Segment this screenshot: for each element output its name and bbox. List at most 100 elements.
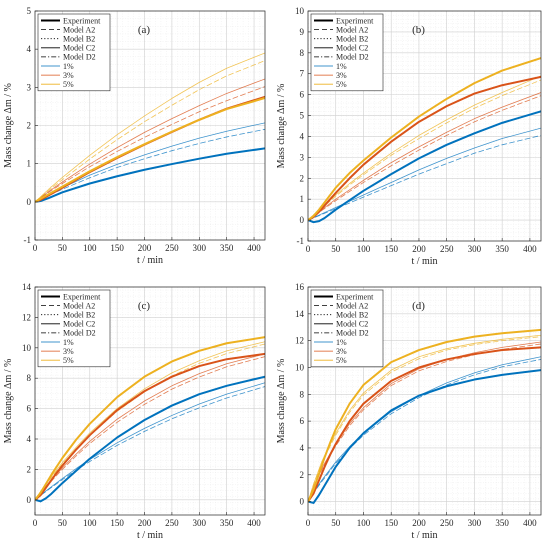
series-line-5pct-experiment <box>308 328 541 503</box>
y-tick-label: 10 <box>295 362 305 372</box>
series-line-1pct-model <box>308 127 541 221</box>
tick-labels: 0 50 100 150 200 250 300 350 400 0 2 4 6 8 10 12 14 16 <box>295 282 537 528</box>
y-tick-label: -1 <box>24 235 32 245</box>
x-axis-label: t / min <box>137 255 163 266</box>
x-tick-label: 300 <box>468 244 482 254</box>
series-layer <box>35 52 265 203</box>
y-axis-label: Mass change Δm / % <box>3 359 14 444</box>
y-tick-label: 12 <box>295 336 304 346</box>
series-line-1pct-experiment <box>35 375 265 503</box>
x-tick-label: 250 <box>165 518 179 528</box>
legend-label: Experiment <box>63 16 101 25</box>
legend-label: 5% <box>336 80 347 89</box>
y-tick-label: 6 <box>27 404 32 414</box>
series-line-5pct-experiment <box>35 336 265 501</box>
legend-box <box>37 13 111 92</box>
panel-label: (a) <box>138 24 151 36</box>
series-line-1pct-experiment <box>308 110 541 224</box>
series-line-1pct-model <box>308 135 541 221</box>
x-tick-label: 300 <box>468 518 482 528</box>
panel-label: (b) <box>412 24 425 36</box>
x-tick-label: 0 <box>306 244 311 254</box>
legend-label: 3% <box>63 71 74 80</box>
legend-label: Model A2 <box>63 301 95 310</box>
panel-d: 0 50 100 150 200 250 300 350 400 0 2 4 6 8 10 12 14 16 t /… <box>276 282 542 541</box>
series-layer <box>308 328 541 504</box>
x-tick-label: 50 <box>331 518 341 528</box>
legend-label: Experiment <box>336 16 374 25</box>
series-line-3pct-model <box>35 86 265 203</box>
y-tick-label: 4 <box>300 131 305 141</box>
x-tick-label: 100 <box>357 518 371 528</box>
legend-label: 5% <box>63 356 74 365</box>
series-line-1pct-model <box>35 382 265 501</box>
x-tick-label: 350 <box>495 244 509 254</box>
x-tick-label: 350 <box>220 243 234 253</box>
y-tick-label: 1 <box>300 194 305 204</box>
legend-label: Model A2 <box>336 25 368 34</box>
series-line-1pct-model <box>308 359 541 502</box>
y-tick-label: 6 <box>300 416 305 426</box>
x-tick-label: 400 <box>247 518 261 528</box>
y-tick-label: 14 <box>295 309 305 319</box>
y-tick-label: 0 <box>27 197 32 207</box>
y-tick-label: 8 <box>27 373 32 383</box>
x-tick-label: 350 <box>495 518 509 528</box>
x-tick-label: 150 <box>384 244 398 254</box>
x-tick-label: 50 <box>58 518 68 528</box>
y-tick-label: 10 <box>295 6 305 16</box>
axes-box <box>307 286 542 516</box>
x-tick-label: 400 <box>523 518 537 528</box>
y-axis-label: Mass change Δm / % <box>276 84 287 169</box>
y-tick-label: 0 <box>300 215 305 225</box>
x-tick-label: 0 <box>306 518 311 528</box>
legend-label: Model B2 <box>336 311 368 320</box>
y-tick-label: 6 <box>300 90 305 100</box>
series-line-5pct-experiment <box>308 57 541 222</box>
y-tick-label: 9 <box>300 27 305 37</box>
y-tick-label: 0 <box>300 497 305 507</box>
x-tick-label: 0 <box>33 518 38 528</box>
series-layer <box>308 57 541 224</box>
y-tick-label: 4 <box>27 434 32 444</box>
y-tick-label: 3 <box>300 152 305 162</box>
y-tick-label: 8 <box>300 389 305 399</box>
x-tick-label: 150 <box>110 243 124 253</box>
x-tick-label: 400 <box>247 243 261 253</box>
legend-label: 3% <box>336 71 347 80</box>
series-line-3pct-experiment <box>35 352 265 501</box>
legend-box <box>310 13 384 92</box>
panel-b: 0 50 100 150 200 250 300 350 400-1012345678910t … <box>276 6 542 267</box>
panel-label: (c) <box>138 300 151 312</box>
legend-label: Model C2 <box>63 44 95 53</box>
y-tick-label: 2 <box>27 464 32 474</box>
legend-label: 5% <box>63 80 74 89</box>
y-tick-label: 14 <box>22 282 32 292</box>
legend-label: Experiment <box>336 292 374 301</box>
x-tick-label: 150 <box>384 518 398 528</box>
series-line-5pct-model <box>35 52 265 203</box>
series-layer <box>35 336 265 503</box>
legend-label: Model A2 <box>63 25 95 34</box>
legend-label: 3% <box>63 347 74 356</box>
legend-label: 1% <box>336 338 347 347</box>
legend-label: 3% <box>336 347 347 356</box>
y-tick-label: 8 <box>300 48 305 58</box>
y-tick-label: 2 <box>300 173 305 183</box>
x-tick-label: 250 <box>440 518 454 528</box>
series-line-1pct-experiment <box>35 147 265 203</box>
series-line-3pct-experiment <box>308 346 541 503</box>
x-tick-label: 50 <box>58 243 68 253</box>
axes-box <box>34 286 266 516</box>
x-axis-label: t / min <box>137 530 163 541</box>
x-tick-label: 300 <box>193 518 207 528</box>
legend-label: Model D2 <box>336 53 369 62</box>
x-tick-label: 200 <box>138 518 152 528</box>
